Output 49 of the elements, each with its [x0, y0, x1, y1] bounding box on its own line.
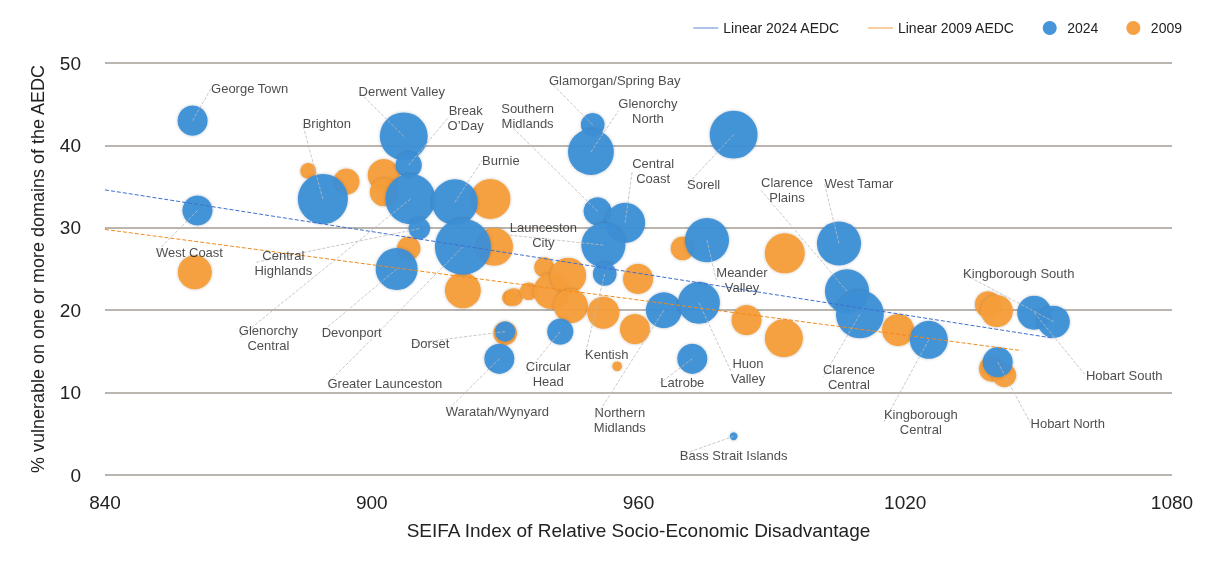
annotation: Greater Launceston [327, 376, 443, 392]
annotation: Kingborough Central [883, 406, 958, 437]
annotation: Latrobe [660, 375, 705, 391]
annotation: Hobart North [1030, 415, 1105, 431]
y-tick-label: 50 [59, 52, 81, 74]
annotation: George Town [211, 81, 289, 97]
y-tick-label: 30 [59, 217, 81, 239]
annotation: West Coast [156, 245, 224, 260]
annotation: Glenorchy North [618, 95, 679, 126]
annotation: Clarence Central [822, 362, 875, 393]
annotation: Devonport [321, 324, 383, 340]
annotation: Glenorchy Central [238, 322, 299, 353]
annotation: West Tamar [824, 175, 895, 191]
x-tick-label: 840 [89, 492, 121, 513]
x-tick-label: 900 [355, 492, 388, 513]
y-tick-label: 10 [59, 382, 81, 404]
annotation: Southern Midlands [501, 101, 555, 132]
annotation: Burnie [482, 152, 520, 168]
annotation: Brighton [302, 116, 352, 132]
y-tick-label: 40 [59, 134, 81, 156]
annotation: Derwent Valley [358, 83, 446, 99]
legend-label: 2024 [1067, 20, 1099, 36]
annotation: Kingborough South [963, 266, 1075, 282]
y-tick-label: 20 [59, 299, 81, 321]
y-axis-title: % vulnerable on one or more domains of the AEDC [28, 64, 48, 474]
x-tick-label: 960 [622, 492, 655, 513]
x-tick-label: 1080 [1150, 492, 1194, 513]
annotation: Central Coast [632, 155, 675, 186]
legend-label: Linear 2009 AEDC [897, 20, 1014, 36]
annotation: Huon Valley [730, 355, 766, 386]
annotation: Meander Valley [716, 265, 769, 296]
annotation: Circular Head [525, 358, 572, 389]
x-tick-label: 1020 [884, 492, 927, 513]
annotation: Hobart South [1085, 368, 1163, 384]
x-axis-title: SEIFA Index of Relative Socio-Economic Disadvantage [406, 520, 871, 541]
legend-label: Linear 2024 AEDC [723, 20, 840, 36]
annotation: Bass Strait Islands [679, 447, 788, 463]
annotation: Glamorgan/Spring Bay [548, 73, 681, 89]
annotation: Dorset [410, 336, 450, 352]
annotation: Clarence Plains [760, 175, 814, 206]
annotation: Kentish [585, 347, 629, 363]
y-tick-label: 0 [70, 464, 81, 486]
annotation: Waratah/Wynyard [445, 404, 550, 420]
annotation: Central Highlands [254, 247, 313, 278]
annotation: Sorell [687, 177, 721, 193]
annotation: Northern Midlands [593, 405, 647, 436]
annotation: Break O’Day [447, 103, 485, 134]
legend-label: 2009 [1150, 20, 1183, 36]
annotation: Launceston City [509, 220, 577, 251]
